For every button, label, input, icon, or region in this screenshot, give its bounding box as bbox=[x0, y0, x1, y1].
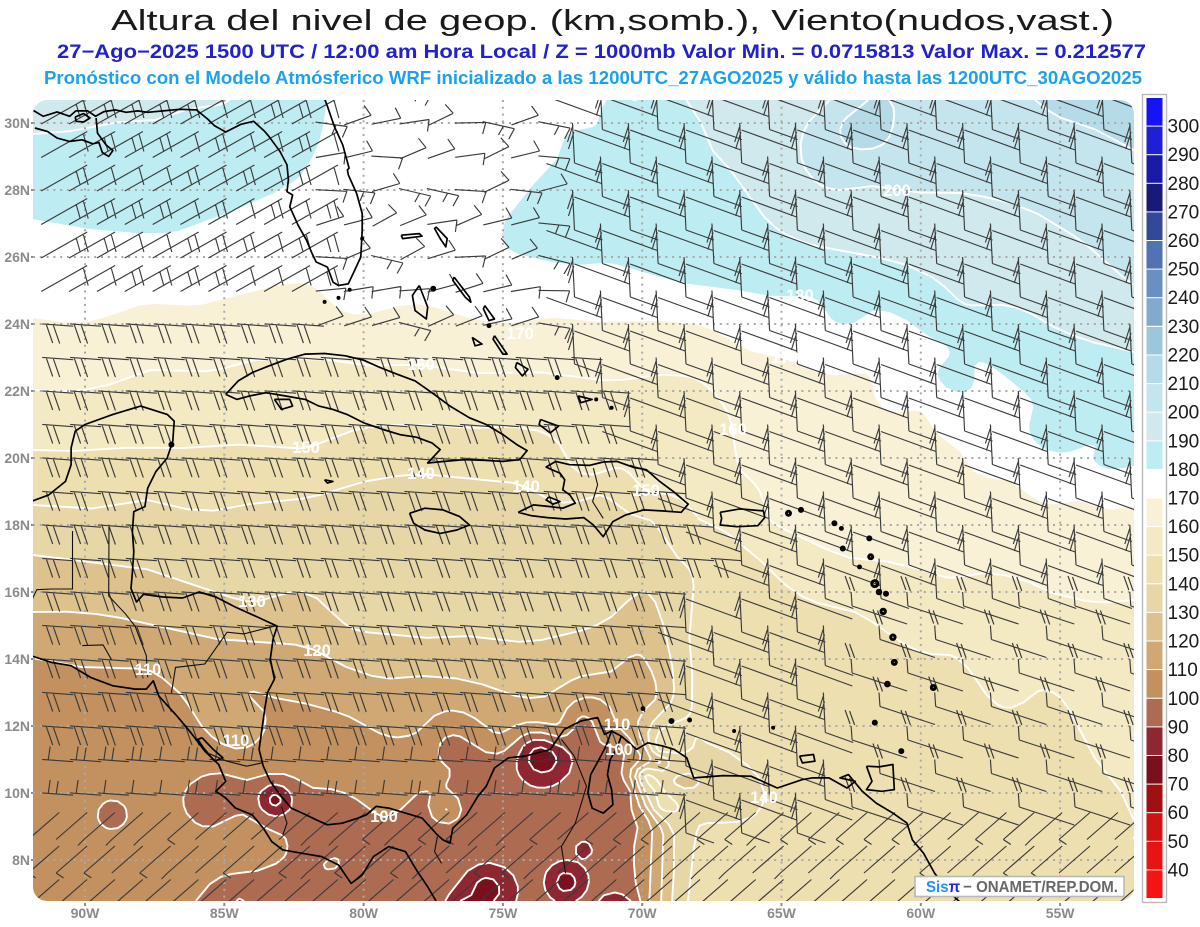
svg-text:110: 110 bbox=[604, 716, 631, 734]
svg-text:80: 80 bbox=[1168, 746, 1189, 767]
svg-text:22N: 22N bbox=[4, 383, 30, 399]
svg-text:140: 140 bbox=[1168, 574, 1200, 595]
svg-text:120: 120 bbox=[303, 642, 331, 660]
svg-text:60W: 60W bbox=[906, 905, 936, 921]
svg-text:170: 170 bbox=[1168, 489, 1200, 510]
svg-text:55W: 55W bbox=[1046, 905, 1076, 921]
svg-text:180: 180 bbox=[515, 257, 543, 275]
svg-text:250: 250 bbox=[1168, 260, 1200, 281]
svg-text:110: 110 bbox=[135, 661, 162, 679]
svg-text:Altura del nivel de geop. (km,: Altura del nivel de geop. (km,somb.), Vi… bbox=[111, 5, 1114, 37]
svg-text:180: 180 bbox=[786, 287, 814, 305]
svg-text:90W: 90W bbox=[71, 905, 101, 921]
svg-text:75W: 75W bbox=[489, 905, 519, 921]
svg-text:10N: 10N bbox=[4, 785, 30, 801]
svg-text:210: 210 bbox=[1168, 374, 1200, 395]
svg-text:170: 170 bbox=[526, 92, 554, 110]
svg-text:65W: 65W bbox=[767, 905, 797, 921]
svg-text:110: 110 bbox=[223, 732, 250, 750]
svg-text:130: 130 bbox=[1168, 603, 1200, 624]
svg-text:160: 160 bbox=[1168, 517, 1200, 538]
svg-text:100: 100 bbox=[605, 741, 633, 759]
svg-text:160: 160 bbox=[407, 356, 435, 374]
svg-text:150: 150 bbox=[632, 482, 660, 500]
svg-text:270: 270 bbox=[1168, 202, 1200, 223]
svg-text:190: 190 bbox=[1168, 431, 1200, 452]
svg-text:Sisπ − ONAMET/REP.DOM.: Sisπ − ONAMET/REP.DOM. bbox=[926, 879, 1118, 896]
svg-text:170: 170 bbox=[771, 349, 799, 367]
svg-text:12N: 12N bbox=[4, 718, 30, 734]
svg-text:230: 230 bbox=[1168, 317, 1200, 338]
svg-text:200: 200 bbox=[1168, 403, 1200, 424]
svg-text:300: 300 bbox=[1168, 117, 1200, 138]
svg-text:260: 260 bbox=[1168, 231, 1200, 252]
svg-text:90: 90 bbox=[1168, 717, 1189, 738]
svg-text:26N: 26N bbox=[4, 249, 30, 265]
svg-text:150: 150 bbox=[1168, 546, 1200, 567]
svg-text:110: 110 bbox=[1168, 660, 1198, 681]
svg-text:170: 170 bbox=[506, 325, 534, 343]
svg-text:14N: 14N bbox=[4, 651, 30, 667]
svg-text:50: 50 bbox=[1168, 832, 1189, 853]
svg-text:80W: 80W bbox=[349, 905, 379, 921]
svg-text:Pronóstico con el Modelo Atmós: Pronóstico con el Modelo Atmósferico WRF… bbox=[44, 68, 1142, 88]
svg-text:20N: 20N bbox=[4, 450, 30, 466]
svg-text:85W: 85W bbox=[210, 905, 240, 921]
svg-text:100: 100 bbox=[370, 808, 398, 826]
svg-text:18N: 18N bbox=[4, 517, 30, 533]
svg-text:180: 180 bbox=[1168, 460, 1200, 481]
svg-text:28N: 28N bbox=[4, 182, 30, 198]
svg-text:280: 280 bbox=[1168, 174, 1200, 195]
svg-text:120: 120 bbox=[1168, 632, 1200, 653]
svg-text:140: 140 bbox=[407, 465, 435, 483]
svg-text:27−Ago−2025 1500 UTC / 12:00 a: 27−Ago−2025 1500 UTC / 12:00 am Hora Loc… bbox=[57, 42, 1146, 63]
svg-text:30N: 30N bbox=[4, 115, 30, 131]
svg-text:140: 140 bbox=[512, 478, 540, 496]
svg-text:8N: 8N bbox=[12, 852, 30, 868]
svg-text:40: 40 bbox=[1168, 860, 1189, 881]
svg-text:200: 200 bbox=[883, 182, 911, 200]
svg-text:220: 220 bbox=[1168, 346, 1200, 367]
svg-text:70: 70 bbox=[1168, 775, 1189, 796]
svg-text:160: 160 bbox=[719, 421, 747, 439]
svg-text:130: 130 bbox=[238, 593, 266, 611]
svg-text:100: 100 bbox=[1168, 689, 1200, 710]
svg-text:240: 240 bbox=[1168, 288, 1200, 309]
svg-text:290: 290 bbox=[1168, 145, 1200, 166]
svg-text:60: 60 bbox=[1168, 803, 1189, 824]
svg-text:140: 140 bbox=[750, 789, 778, 807]
svg-text:70W: 70W bbox=[628, 905, 658, 921]
svg-text:150: 150 bbox=[292, 439, 320, 457]
svg-text:16N: 16N bbox=[4, 584, 30, 600]
svg-text:24N: 24N bbox=[4, 316, 30, 332]
